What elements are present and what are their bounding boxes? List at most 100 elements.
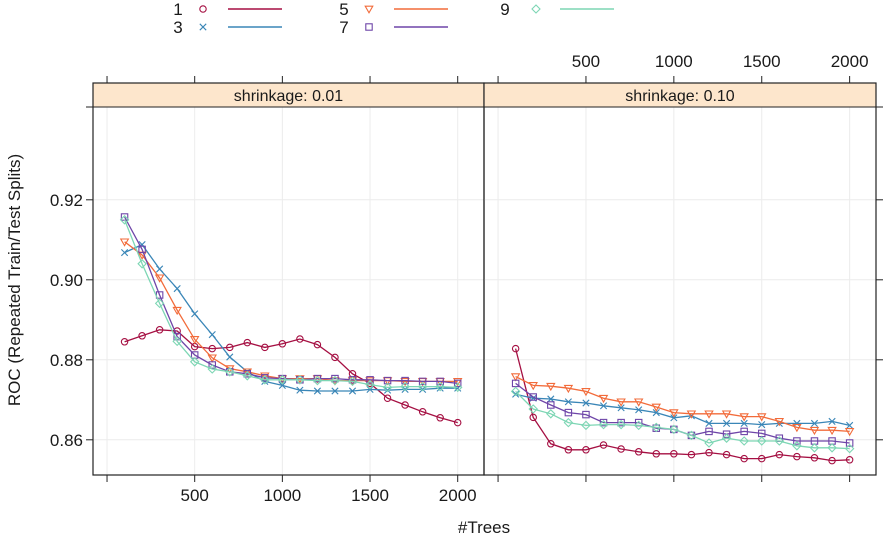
data-point [670, 450, 678, 458]
legend-entry-3: 3 [173, 18, 282, 37]
data-point [651, 422, 662, 433]
data-point [563, 417, 574, 428]
data-point [582, 399, 590, 407]
data-point [119, 238, 130, 247]
data-point [705, 427, 713, 436]
data-point [546, 409, 556, 419]
series-3 [120, 241, 462, 395]
data-point [740, 454, 748, 463]
data-point [756, 413, 767, 422]
strip: shrinkage: 0.10 [483, 82, 877, 108]
data-point [207, 354, 217, 363]
data-point [510, 386, 521, 397]
data-point [330, 375, 340, 386]
data-point [331, 387, 339, 395]
legend-label: 3 [173, 18, 182, 37]
data-point [792, 424, 802, 433]
data-point [419, 385, 427, 393]
series-5 [510, 373, 855, 437]
data-point [721, 433, 732, 443]
data-point [810, 454, 819, 462]
x-tick-label: 1500 [351, 486, 389, 505]
data-point [670, 414, 678, 422]
data-point [224, 367, 235, 377]
data-point [138, 332, 146, 340]
data-point [774, 436, 785, 446]
data-point [191, 310, 199, 318]
data-point [581, 388, 591, 397]
data-point [348, 387, 357, 395]
data-point [331, 353, 339, 362]
data-point [704, 438, 714, 448]
data-point [382, 382, 393, 393]
data-point [652, 409, 660, 417]
data-point [582, 446, 590, 454]
legend-label: 1 [173, 0, 182, 19]
data-point [208, 331, 216, 339]
data-point [313, 340, 322, 349]
series-line [515, 393, 850, 427]
data-point [687, 450, 696, 459]
data-point [739, 413, 749, 422]
strip-label: shrinkage: 0.10 [625, 88, 735, 105]
legend-marker-circle-icon [199, 5, 207, 13]
data-point [453, 379, 462, 388]
data-point [401, 376, 409, 385]
data-point [208, 361, 216, 369]
data-point [417, 381, 428, 392]
data-point [155, 326, 164, 334]
data-point [261, 374, 269, 382]
series-3 [512, 390, 854, 429]
data-point [529, 413, 537, 422]
data-point [705, 419, 713, 427]
data-point [721, 410, 732, 419]
data-point [226, 353, 234, 361]
data-point [243, 338, 252, 347]
data-point [617, 445, 625, 453]
data-point [581, 420, 591, 431]
data-point [348, 376, 357, 384]
data-point [528, 404, 538, 414]
data-point [512, 390, 520, 398]
data-point [546, 382, 556, 392]
data-point [453, 418, 462, 427]
data-point [704, 410, 714, 419]
data-point [599, 402, 608, 410]
data-point [652, 450, 661, 458]
legend-entry-9: 9 [500, 0, 614, 19]
y-axis: 0.86 0.88 0.90 0.92 [50, 106, 93, 450]
data-point [564, 408, 573, 417]
data-point [418, 408, 427, 416]
legend-entry-1: 1 [173, 0, 282, 19]
data-point [828, 417, 836, 425]
data-point [722, 419, 731, 427]
data-point [633, 420, 644, 431]
data-point [452, 378, 463, 387]
data-point [547, 395, 555, 403]
data-point [739, 436, 749, 446]
legend-marker-x-icon [199, 23, 207, 31]
data-point [436, 414, 444, 422]
data-point [365, 377, 375, 386]
data-point [827, 426, 837, 436]
data-point [756, 436, 767, 446]
data-point [617, 404, 625, 412]
data-point [686, 430, 697, 441]
data-point [844, 428, 855, 437]
y-tick-label: 0.90 [50, 271, 83, 290]
data-point [511, 344, 520, 353]
data-point [617, 418, 625, 427]
data-point [119, 215, 130, 225]
panel-frame [483, 82, 877, 476]
data-point [529, 393, 537, 401]
data-point [511, 379, 520, 388]
data-point [383, 394, 392, 402]
x-tick-label: 1000 [263, 486, 301, 505]
data-point [226, 343, 234, 352]
legend-marker-square-icon [365, 23, 373, 31]
data-point [845, 456, 854, 464]
data-point [775, 450, 784, 459]
